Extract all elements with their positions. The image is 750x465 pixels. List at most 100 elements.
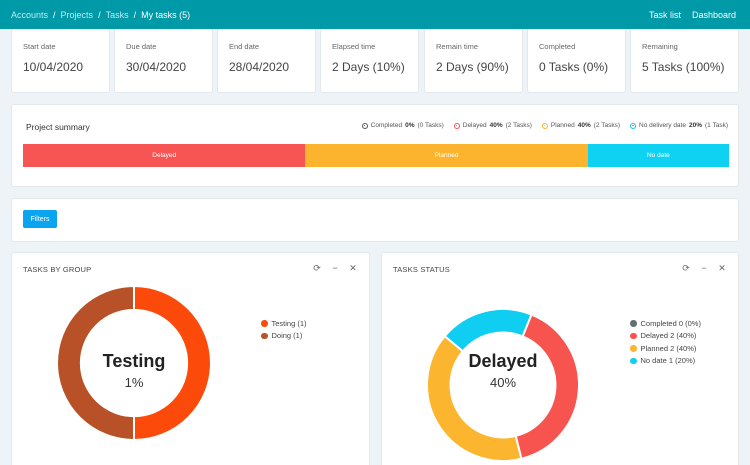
stat-card-completed: Completed 0 Tasks (0%) — [527, 29, 626, 93]
donut-slice-delayed[interactable] — [514, 313, 580, 460]
stat-label: Due date — [126, 42, 157, 51]
legend-count: (1 Task) — [705, 122, 728, 129]
dashboard-link[interactable]: Dashboard — [691, 10, 736, 20]
bar-segment-planned[interactable]: Planned — [305, 144, 588, 167]
legend-pct: 0% — [405, 122, 415, 129]
donut-center-pct: 40% — [489, 375, 517, 390]
legend-dot — [630, 332, 637, 339]
legend-label: No delivery date — [639, 122, 686, 129]
donut-center-label: Delayed — [468, 351, 538, 371]
stat-label: Remaining — [642, 42, 678, 51]
stat-value: 2 Days (90%) — [436, 60, 509, 74]
legend-label: Planned — [550, 122, 575, 129]
task-list-link[interactable]: Task list — [648, 10, 681, 20]
breadcrumb-separator: / — [98, 10, 101, 20]
stat-card-elapsed-time: Elapsed time 2 Days (10%) — [320, 29, 419, 93]
breadcrumb-projects[interactable]: Projects — [60, 10, 94, 20]
legend-planned: Planned 40% (2 Tasks) — [541, 122, 620, 129]
summary-progress-bar: Delayed Planned No date — [23, 144, 729, 167]
legend-dot — [630, 345, 637, 352]
planned-circle-icon — [541, 122, 548, 129]
completed-circle-icon — [361, 122, 368, 129]
breadcrumb-separator: / — [133, 10, 137, 20]
breadcrumb-tasks[interactable]: Tasks — [105, 10, 129, 20]
legend-dot — [261, 332, 268, 339]
legend-item[interactable]: Completed 0 (0%) — [630, 317, 701, 330]
stat-label: End date — [229, 42, 260, 51]
donut-center-pct: 1% — [124, 375, 144, 390]
stat-value: 5 Tasks (100%) — [642, 60, 725, 74]
donut-slice-no-date[interactable] — [443, 308, 533, 353]
card-tools: ⟳ − ✕ — [312, 263, 358, 274]
breadcrumb-current: My tasks (5) — [141, 10, 191, 20]
legend-pct: 40% — [489, 122, 503, 129]
project-summary-title: Project summary — [26, 122, 90, 132]
stat-card-due-date: Due date 30/04/2020 — [114, 29, 213, 93]
refresh-icon[interactable]: ⟳ — [682, 263, 690, 273]
legend-pct: 20% — [688, 122, 702, 129]
legend-item[interactable]: Planned 2 (40%) — [630, 342, 701, 355]
breadcrumb-separator: / — [53, 10, 56, 20]
stat-value: 28/04/2020 — [229, 60, 290, 74]
legend-text: Planned 2 (40%) — [640, 343, 697, 353]
legend-count: (2 Tasks) — [505, 122, 532, 129]
donut-slice-testing[interactable] — [133, 285, 212, 441]
top-bar: Accounts / Projects / Tasks / My tasks (… — [0, 0, 750, 29]
legend-pct: 40% — [577, 122, 591, 129]
refresh-icon[interactable]: ⟳ — [313, 263, 321, 273]
stat-value: 30/04/2020 — [126, 60, 187, 74]
tasks-by-group-card: TASKS BY GROUP ⟳ − ✕ Testing 1% Testing … — [11, 252, 370, 465]
donut-slice-planned[interactable] — [426, 334, 523, 462]
minimize-icon[interactable]: − — [332, 263, 338, 273]
breadcrumb: Accounts / Projects / Tasks / My tasks (… — [11, 10, 190, 20]
minimize-icon[interactable]: − — [701, 263, 707, 273]
donut-center: Testing 1% — [59, 351, 209, 390]
card-tools: ⟳ − ✕ — [681, 263, 727, 274]
legend-text: No date 1 (20%) — [640, 356, 696, 366]
donut-center-label: Testing — [102, 351, 166, 371]
legend-text: Completed 0 (0%) — [640, 318, 701, 328]
filters-panel: Filters — [11, 198, 739, 242]
legend-dot — [630, 357, 637, 364]
legend-label: Delayed — [462, 122, 487, 129]
donut-center: Delayed 40% — [428, 351, 578, 390]
close-icon[interactable]: ✕ — [718, 263, 726, 273]
stat-value: 0 Tasks (0%) — [539, 60, 609, 74]
legend-dot — [261, 320, 268, 327]
legend-item[interactable]: Doing (1) — [261, 330, 307, 343]
legend-item[interactable]: Delayed 2 (40%) — [630, 330, 701, 343]
stat-label: Start date — [23, 42, 56, 51]
breadcrumb-accounts[interactable]: Accounts — [11, 10, 49, 20]
legend-delayed: Delayed 40% (2 Tasks) — [453, 122, 532, 129]
legend-completed: Completed 0% (0 Tasks) — [361, 122, 444, 129]
tasks-by-group-donut — [56, 285, 212, 441]
legend-item[interactable]: Testing (1) — [261, 317, 307, 330]
stat-card-remain-time: Remain time 2 Days (90%) — [424, 29, 523, 93]
legend-text: Doing (1) — [271, 331, 303, 341]
tasks-status-legend: Completed 0 (0%) Delayed 2 (40%) Planned… — [630, 317, 701, 367]
bar-segment-no-date[interactable]: No date — [587, 144, 729, 167]
stat-card-start-date: Start date 10/04/2020 — [11, 29, 110, 93]
no-date-circle-icon — [630, 122, 636, 129]
stat-card-remaining: Remaining 5 Tasks (100%) — [630, 29, 739, 93]
delayed-circle-icon — [453, 122, 460, 129]
legend-count: (0 Tasks) — [417, 122, 444, 129]
legend-text: Delayed 2 (40%) — [640, 331, 697, 341]
tasks-status-card: TASKS STATUS ⟳ − ✕ Delayed 40% Completed… — [381, 252, 739, 465]
summary-legend: Completed 0% (0 Tasks) Delayed 40% (2 Ta… — [361, 122, 728, 129]
legend-item[interactable]: No date 1 (20%) — [630, 355, 701, 368]
donut-slice-doing[interactable] — [56, 285, 135, 441]
tasks-status-donut — [426, 308, 580, 462]
top-nav: Task list Dashboard — [649, 10, 736, 20]
stat-value: 2 Days (10%) — [332, 60, 405, 74]
filters-button[interactable]: Filters — [23, 210, 57, 228]
stat-label: Elapsed time — [332, 42, 376, 51]
legend-count: (2 Tasks) — [593, 122, 620, 129]
stat-value: 10/04/2020 — [23, 60, 84, 74]
stat-card-end-date: End date 28/04/2020 — [217, 29, 316, 93]
stat-label: Completed — [539, 42, 576, 51]
legend-text: Testing (1) — [271, 318, 307, 328]
close-icon[interactable]: ✕ — [349, 263, 357, 273]
bar-segment-delayed[interactable]: Delayed — [23, 144, 306, 167]
legend-no-delivery-date: No delivery date 20% (1 Task) — [630, 122, 728, 129]
